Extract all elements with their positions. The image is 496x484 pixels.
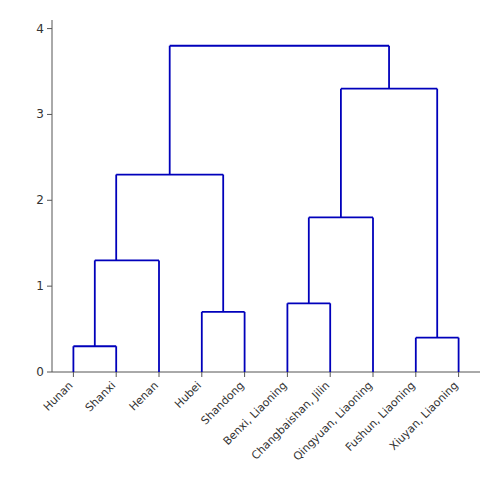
x-tick xyxy=(201,372,202,377)
x-tick xyxy=(159,372,160,377)
y-tick-label: 4 xyxy=(36,22,44,36)
x-tick xyxy=(458,372,459,377)
y-tick-label: 2 xyxy=(36,193,44,207)
y-tick-label: 0 xyxy=(36,365,44,379)
x-tick xyxy=(244,372,245,377)
link-right xyxy=(436,89,438,338)
link-right xyxy=(222,175,224,312)
y-tick-label: 3 xyxy=(36,107,44,121)
x-tick xyxy=(73,372,74,377)
dendrogram-links xyxy=(73,46,458,372)
link-right xyxy=(244,312,246,372)
link-left xyxy=(169,46,171,175)
link-bar xyxy=(95,259,159,261)
x-tick-label: Changbaishan, Jilin xyxy=(249,379,332,462)
x-tick xyxy=(287,372,288,377)
x-tick-label: Shanxi xyxy=(83,379,119,415)
x-tick xyxy=(373,372,374,377)
y-tick xyxy=(47,286,52,287)
chart: 01234HunanShanxiHenanHubeiShandongBenxi,… xyxy=(0,0,496,484)
link-right xyxy=(458,338,460,372)
x-tick-label: Hubei xyxy=(172,379,204,411)
link-right xyxy=(115,346,117,372)
link-left xyxy=(94,260,96,346)
x-tick-label: Hunan xyxy=(41,379,76,414)
x-tick-label: Henan xyxy=(127,379,161,413)
link-left xyxy=(201,312,203,372)
link-bar xyxy=(170,45,389,47)
y-tick-label: 1 xyxy=(36,279,44,293)
x-tick-label: Xiuyan, Liaoning xyxy=(387,379,461,453)
x-tick xyxy=(415,372,416,377)
link-right xyxy=(388,46,390,89)
x-tick-label: Fushun, Liaoning xyxy=(343,379,418,454)
link-left xyxy=(73,346,75,372)
chart-container: 01234HunanShanxiHenanHubeiShandongBenxi,… xyxy=(0,0,496,484)
link-left xyxy=(115,175,117,261)
link-left xyxy=(286,303,288,372)
link-left xyxy=(415,338,417,372)
link-left xyxy=(340,89,342,218)
y-tick xyxy=(47,28,52,29)
x-tick xyxy=(330,372,331,377)
link-left xyxy=(308,217,310,303)
link-right xyxy=(158,260,160,372)
link-right xyxy=(329,303,331,372)
x-tick-label: Qingyuan, Liaoning xyxy=(291,379,375,463)
link-right xyxy=(372,217,374,372)
x-tick xyxy=(116,372,117,377)
y-tick xyxy=(47,372,52,373)
y-tick xyxy=(47,114,52,115)
y-tick xyxy=(47,200,52,201)
y-axis-line xyxy=(52,20,53,372)
